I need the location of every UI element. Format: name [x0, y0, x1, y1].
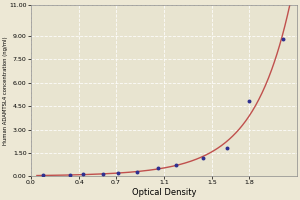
Point — [200, 156, 205, 159]
Text: b = 0.04098223: b = 0.04098223 — [245, 0, 297, 1]
Point — [40, 174, 45, 177]
Point — [246, 100, 251, 103]
Point — [67, 173, 72, 177]
Y-axis label: Human ADAMTSL4 concentration (ng/ml): Human ADAMTSL4 concentration (ng/ml) — [3, 36, 8, 145]
Point — [80, 173, 85, 176]
Point — [116, 172, 120, 175]
Point — [280, 37, 285, 41]
Point — [156, 167, 161, 170]
Point — [135, 170, 140, 174]
X-axis label: Optical Density: Optical Density — [132, 188, 196, 197]
Point — [101, 172, 106, 175]
Point — [174, 163, 178, 166]
Point — [225, 147, 230, 150]
